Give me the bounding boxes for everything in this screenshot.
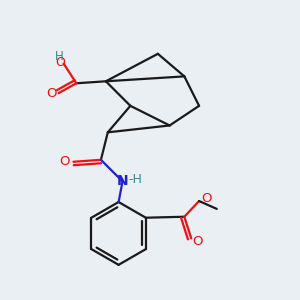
- Text: H: H: [55, 50, 64, 63]
- Text: N: N: [117, 174, 128, 188]
- Text: O: O: [59, 155, 70, 168]
- Text: O: O: [46, 87, 57, 100]
- Text: O: O: [192, 235, 202, 248]
- Text: -H: -H: [128, 173, 142, 186]
- Text: O: O: [56, 56, 66, 69]
- Text: O: O: [202, 192, 212, 205]
